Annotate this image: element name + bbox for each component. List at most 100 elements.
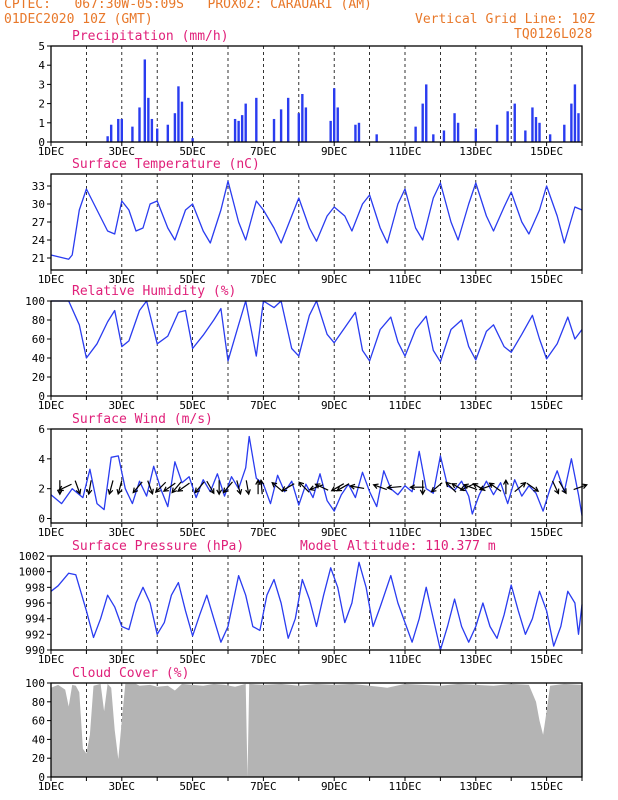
x-tick-label: 15DEC [530,145,563,158]
x-tick-label: 7DEC [250,399,277,412]
precip-bar [237,120,240,142]
wind-arrowhead [209,488,215,495]
x-tick-label: 15DEC [530,526,563,539]
wind-arrow [194,481,205,493]
y-tick-label: 33 [32,180,45,193]
x-tick-label: 15DEC [530,653,563,666]
cloud-cover-area [51,683,582,777]
wind-arrowhead [459,485,466,492]
wind-arrow [281,483,295,492]
precip-bar [495,124,499,142]
y-tick-label: 30 [32,198,45,211]
precip-bar [156,128,159,142]
y-tick-label: 992 [25,628,45,641]
plot-frame [50,45,583,143]
y-tick-label: 998 [25,581,45,594]
panel-title: Surface Temperature (nC) [72,157,260,172]
y-tick-label: 21 [32,252,45,265]
wind-arrow [336,483,350,492]
precip-bar [506,111,509,142]
y-tick-label: 60 [32,715,45,728]
wind-arrowhead [372,483,379,489]
precip-bar [120,118,123,142]
precip-bar [531,107,534,142]
wind-arrowhead [154,487,161,494]
precip-bar [244,103,247,142]
x-tick-label: 11DEC [388,399,421,412]
precip-bar [233,118,237,142]
wind-arrowhead [335,486,343,492]
precip-bar [117,118,120,142]
x-tick-label: 5DEC [179,780,206,793]
precip-bar [570,103,573,142]
x-tick-label: 9DEC [321,526,348,539]
wind-arrowhead [450,483,458,489]
x-tick-label: 13DEC [459,526,492,539]
wind-arrowhead [314,483,321,489]
wind-arrowhead [271,481,278,488]
y-tick-label: 2 [38,98,45,111]
x-tick-label: 13DEC [459,780,492,793]
panel-title: Precipitation (mm/h) [72,29,229,44]
wind-arrowhead [472,483,479,489]
precip-bar [442,130,446,142]
wind-arrowhead [488,482,495,488]
wind-arrowhead [430,486,437,493]
x-tick-label: 9DEC [321,780,348,793]
wind-arrow [445,481,457,493]
series-line [51,300,583,363]
wind-arrowhead [222,487,229,494]
wind-arrow [245,480,250,495]
wind-arrowhead [107,488,114,496]
wind-arrowhead [236,488,243,496]
precip-bar [147,97,150,142]
wind-arrow [58,483,72,491]
plot-frame [50,300,583,397]
y-tick-label: 20 [32,752,45,765]
wind-arrowhead [330,486,337,492]
wind-arrowhead [258,478,265,486]
x-tick-label: 13DEC [459,145,492,158]
y-tick-label: 5 [38,40,45,53]
x-tick-label: 3DEC [109,399,136,412]
wind-arrowhead [132,487,139,494]
x-tick-label: 5DEC [179,653,206,666]
wind-arrow [463,484,478,491]
station-header: CPTEC: 067:30W-05:09S PROX02: CARAUARI (… [4,0,372,12]
x-tick-label: 5DEC [179,145,206,158]
run-code: TQ0126L028 [514,27,593,42]
wind-arrow [236,480,242,495]
panel-title: Surface Pressure (hPa) [72,539,244,554]
precip-bar [173,113,177,142]
wind-arrowhead [56,489,63,496]
x-tick-label: 1DEC [38,273,65,286]
y-tick-label: 2 [38,483,45,496]
panel-title: Surface Wind (m/s) [72,412,213,427]
wind-arrow [271,482,284,493]
precip-bar [474,128,477,142]
wind-arrowhead [409,484,416,491]
wind-arrowhead [75,488,82,495]
wind-arrowhead [148,488,154,495]
precip-bar [191,138,194,142]
precip-bar [180,101,184,142]
x-tick-label: 11DEC [388,145,421,158]
wind-arrowhead [171,487,178,494]
x-tick-label: 5DEC [179,273,206,286]
x-tick-label: 1DEC [38,780,65,793]
wind-arrow [163,482,176,492]
precip-bar [375,134,378,142]
wind-arrowhead [554,488,560,495]
x-tick-label: 1DEC [38,145,65,158]
wind-arrow [460,483,474,491]
precip-bar [279,109,283,142]
y-tick-label: 1002 [19,550,46,563]
y-tick-label: 100 [25,295,45,308]
series-line [50,561,583,651]
precip-bar [524,130,527,142]
x-tick-label: 9DEC [321,653,348,666]
wind-arrow [489,482,502,492]
precip-bar [131,126,134,142]
run-datetime: 01DEC2020 10Z (GMT) [4,12,153,27]
